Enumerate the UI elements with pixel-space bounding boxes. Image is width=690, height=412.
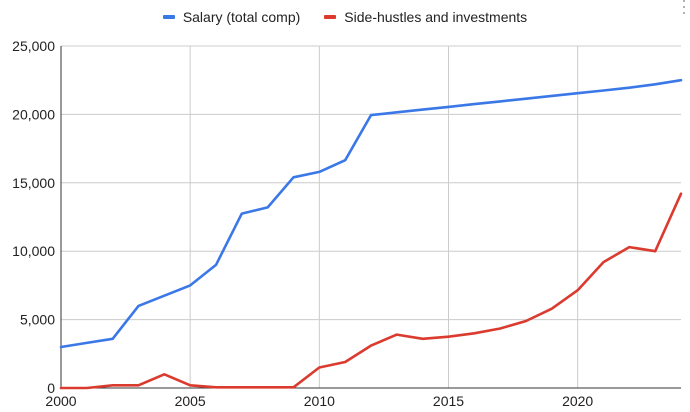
menu-dot [683, 12, 685, 14]
y-tick-label: 20,000 [12, 106, 55, 122]
y-tick-label: 10,000 [12, 243, 55, 259]
legend-label-salary: Salary (total comp) [182, 9, 301, 25]
x-tick-label: 2015 [433, 393, 464, 409]
axis-layer [60, 46, 681, 389]
y-tick-label: 0 [47, 380, 55, 396]
menu-dot [683, 0, 685, 2]
x-tick-label: 2010 [304, 393, 335, 409]
x-tick-label: 2020 [562, 393, 593, 409]
legend-item-salary[interactable]: Salary (total comp) [162, 9, 301, 25]
x-tick-label: 2000 [45, 393, 76, 409]
y-tick-label: 15,000 [12, 175, 55, 191]
y-tick-label: 5,000 [20, 312, 55, 328]
grid-layer [61, 45, 681, 388]
series-layer [59, 78, 683, 390]
y-tick-label: 25,000 [12, 38, 55, 54]
legend-label-side-hustles: Side-hustles and investments [344, 9, 528, 25]
legend-swatch-side-hustles [324, 15, 337, 19]
menu-dot [683, 6, 685, 8]
tick-label-layer: 0 5,000 10,000 15,000 20,000 25,000 2000 2005 20… [12, 38, 593, 409]
x-tick-label: 2005 [175, 393, 206, 409]
legend-swatch-salary [162, 15, 175, 19]
chart-legend: Salary (total comp) Side-hustles and inv… [0, 9, 690, 25]
more-vert-icon[interactable] [682, 0, 686, 14]
series-line-salary [59, 78, 683, 349]
legend-item-side-hustles[interactable]: Side-hustles and investments [324, 9, 527, 25]
series-line-side-hustles [59, 192, 683, 390]
